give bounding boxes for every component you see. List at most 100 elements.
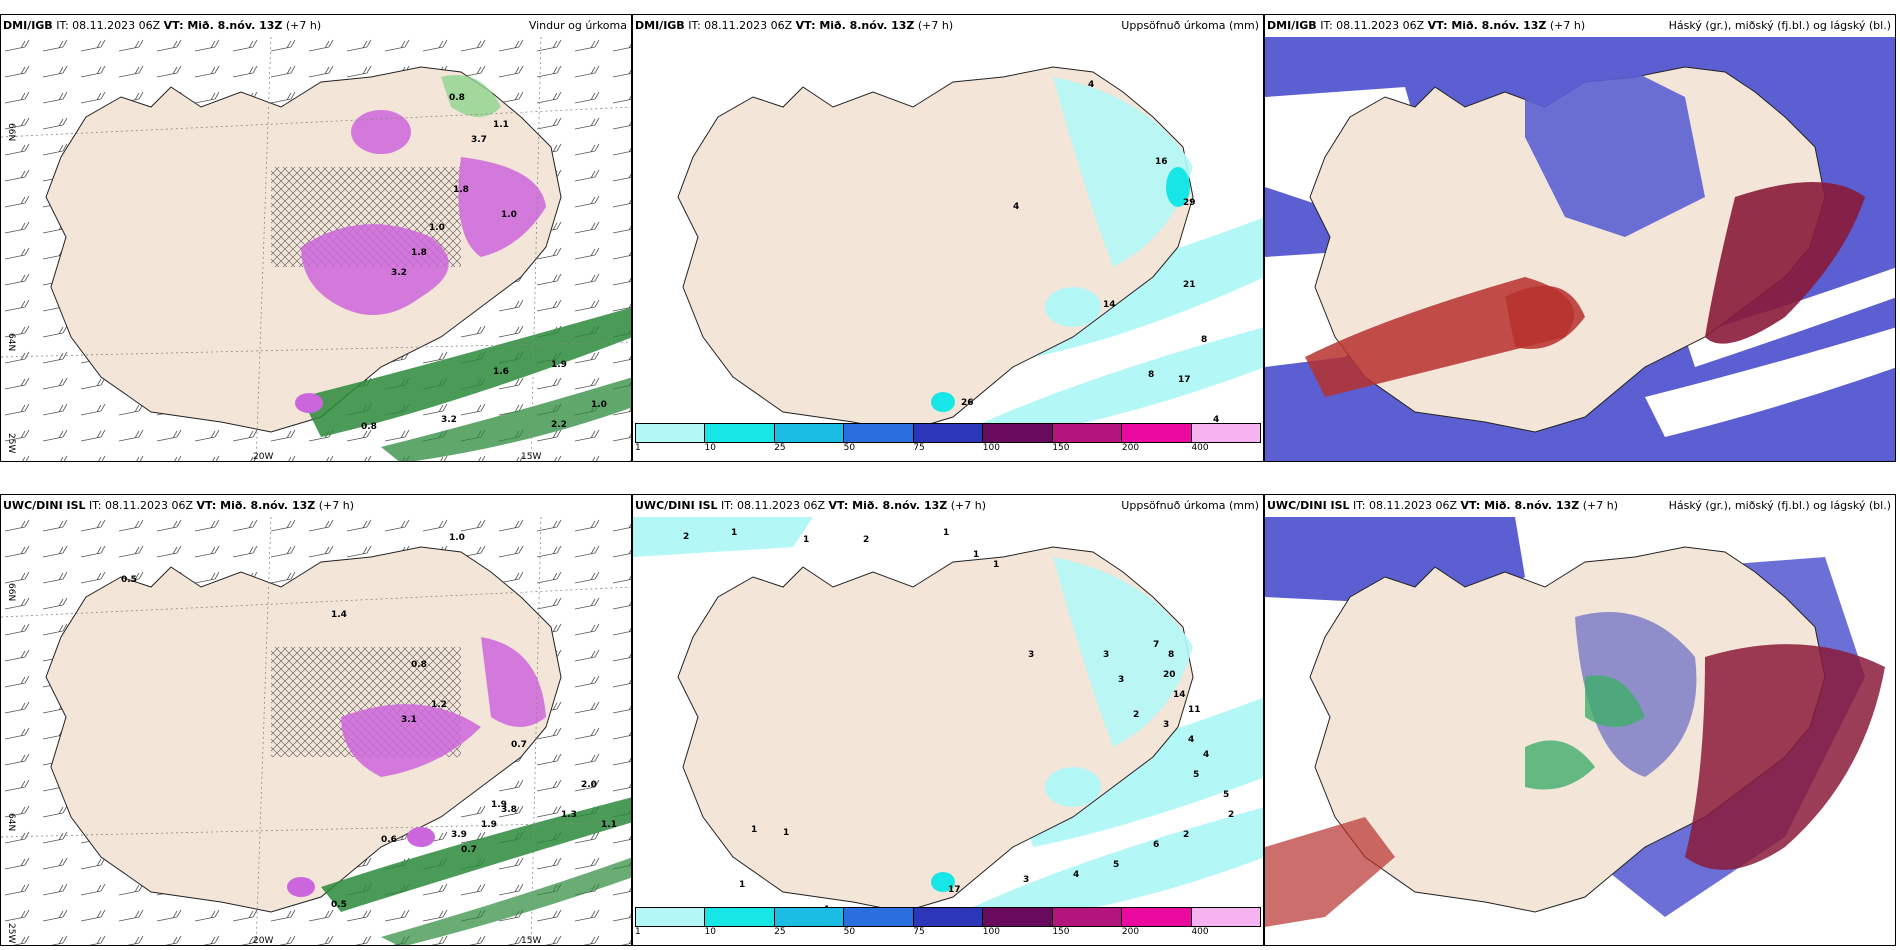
colorbar-tick: 150 <box>1052 443 1070 453</box>
colorbar-seg <box>844 424 914 442</box>
valid-time: VT: Mið. 8.nóv. 13Z <box>1460 499 1580 512</box>
init-time: IT: 08.11.2023 06Z <box>56 19 161 32</box>
value-label: 8 <box>1168 650 1174 660</box>
panel-title: Háský (gr.), miðský (fj.bl.) og lágský (… <box>1668 499 1891 512</box>
value-label: 14 <box>1103 300 1116 310</box>
colorbar-labels: 1 10 25 50 75 100 150 200 400 <box>635 927 1261 939</box>
colorbar-seg <box>636 424 706 442</box>
value-label: 0.8 <box>411 660 427 670</box>
colorbar-tick: 150 <box>1052 927 1070 937</box>
value-label: 1.1 <box>493 120 509 130</box>
value-label: 3.9 <box>451 830 467 840</box>
value-label: 21 <box>1183 280 1196 290</box>
colorbar-seg <box>1122 424 1192 442</box>
value-label: 1 <box>943 528 949 538</box>
colorbar-tick: 100 <box>982 443 1000 453</box>
colorbar-tick: 1 <box>635 927 641 937</box>
colorbar-tick: 10 <box>704 443 716 453</box>
value-label: 26 <box>961 398 974 408</box>
colorbar-tick: 25 <box>774 443 786 453</box>
value-label: 1.9 <box>491 800 507 810</box>
value-label: 0.8 <box>361 422 377 432</box>
value-label: 6 <box>1153 840 1159 850</box>
panel-title: Háský (gr.), miðský (fj.bl.) og lágský (… <box>1668 19 1891 32</box>
colorbar-seg <box>636 908 706 926</box>
model-name: DMI/IGB <box>3 19 53 32</box>
value-label: 1 <box>783 828 789 838</box>
colorbar-seg <box>844 908 914 926</box>
value-label: 1.9 <box>551 360 567 370</box>
value-label: 1.8 <box>453 185 469 195</box>
precip-value-labels: 4 16 29 4 21 14 8 8 4 26 17 <box>961 80 1219 425</box>
lon-20-label: 20W <box>253 452 273 462</box>
value-label: 16 <box>1155 157 1168 167</box>
lead-time: (+7 h) <box>318 499 355 512</box>
value-label: 4 <box>1188 735 1194 745</box>
colorbar-tick: 50 <box>843 443 856 453</box>
panel-dmi-clouds: DMI/IGB IT: 08.11.2023 06Z VT: Mið. 8.nó… <box>1264 14 1896 462</box>
colorbar-tick: 75 <box>913 443 925 453</box>
lon-25-label: 25W <box>6 433 16 453</box>
value-label: 2 <box>863 535 869 545</box>
value-label: 0.7 <box>461 845 477 855</box>
value-label: 5 <box>1193 770 1199 780</box>
init-time: IT: 08.11.2023 06Z <box>89 499 194 512</box>
colorbar-labels: 1 10 25 50 75 100 150 200 400 <box>635 443 1261 455</box>
model-name: DMI/IGB <box>1267 19 1317 32</box>
colorbar-seg <box>1052 424 1123 442</box>
lead-time: (+7 h) <box>917 19 954 32</box>
clouds-map <box>1265 517 1895 945</box>
value-label: 2 <box>683 532 689 542</box>
lon-15-label: 15W <box>521 936 541 946</box>
value-label: 1 <box>739 880 745 890</box>
value-label: 3 <box>1103 650 1109 660</box>
value-label: 1 <box>803 535 809 545</box>
init-time: IT: 08.11.2023 06Z <box>1320 19 1425 32</box>
value-label: 17 <box>948 885 961 895</box>
valid-time: VT: Mið. 8.nóv. 13Z <box>795 19 915 32</box>
value-label: 1.0 <box>449 533 465 543</box>
value-label: 3.7 <box>471 135 487 145</box>
colorbar-tick: 10 <box>704 927 716 937</box>
value-label: 0.8 <box>449 93 465 103</box>
value-label: 2 <box>1183 830 1189 840</box>
lat-66-label: 66N <box>6 583 16 601</box>
value-label: 1.0 <box>501 210 517 220</box>
panel-uwc-clouds: UWC/DINI ISL IT: 08.11.2023 06Z VT: Mið.… <box>1264 494 1896 946</box>
value-label: 8 <box>1148 370 1154 380</box>
panel-header: UWC/DINI ISL IT: 08.11.2023 06Z VT: Mið.… <box>1265 495 1895 517</box>
colorbar-seg <box>774 908 845 926</box>
model-name: DMI/IGB <box>635 19 685 32</box>
model-name: UWC/DINI ISL <box>3 499 86 512</box>
lon-25-label: 25W <box>6 923 16 943</box>
colorbar-seg <box>705 424 775 442</box>
colorbar-tick: 400 <box>1191 443 1209 453</box>
panel-header: UWC/DINI ISL IT: 08.11.2023 06Z VT: Mið.… <box>633 495 1263 517</box>
panel-title: Vindur og úrkoma <box>528 19 627 32</box>
value-label: 4 <box>1213 415 1219 425</box>
value-label: 4 <box>1203 750 1209 760</box>
colorbar <box>635 907 1261 927</box>
valid-time: VT: Mið. 8.nóv. 13Z <box>828 499 948 512</box>
colorbar-tick: 75 <box>913 927 925 937</box>
panel-title: Uppsöfnuð úrkoma (mm) <box>1121 499 1259 512</box>
value-label: 1.6 <box>493 367 509 377</box>
value-label: 29 <box>1183 198 1196 208</box>
value-label: 7 <box>1153 640 1159 650</box>
value-label: 1.2 <box>431 700 447 710</box>
init-time: IT: 08.11.2023 06Z <box>721 499 826 512</box>
value-label: 1 <box>973 550 979 560</box>
value-label: 4 <box>1073 870 1079 880</box>
model-name: UWC/DINI ISL <box>1267 499 1350 512</box>
value-label: 5 <box>1113 860 1119 870</box>
colorbar-seg <box>983 908 1053 926</box>
value-label: 2.2 <box>551 420 567 430</box>
colorbar-seg <box>983 424 1053 442</box>
value-label: 17 <box>1178 375 1191 385</box>
colorbar-tick: 50 <box>843 927 856 937</box>
panel-header: DMI/IGB IT: 08.11.2023 06Z VT: Mið. 8.nó… <box>1 15 631 37</box>
accum-precip-map: 4 16 29 4 21 14 8 8 4 26 17 <box>633 37 1263 437</box>
panel-uwc-accum-precip: UWC/DINI ISL IT: 08.11.2023 06Z VT: Mið.… <box>632 494 1264 946</box>
panel-uwc-wind-rain: UWC/DINI ISL IT: 08.11.2023 06Z VT: Mið.… <box>0 494 632 946</box>
lon-20-label: 20W <box>253 936 273 946</box>
